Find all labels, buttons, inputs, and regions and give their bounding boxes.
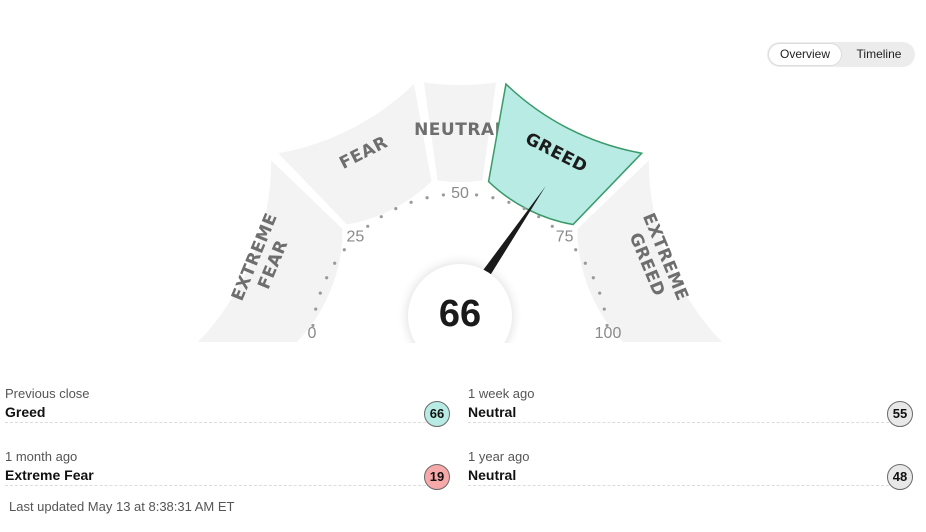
scale-tick-label: 100 — [595, 325, 622, 342]
scale-dot — [605, 323, 609, 328]
gauge-hub — [408, 264, 512, 368]
stat-one-month: 1 month ago Extreme Fear 19 — [5, 449, 450, 495]
scale-dot — [333, 261, 337, 265]
gauge-baseline-mask — [0, 343, 926, 370]
gauge-score: 66 — [439, 293, 481, 335]
scale-dot — [507, 200, 511, 204]
scale-dot — [318, 291, 322, 295]
scale-dot — [583, 261, 587, 265]
scale-dot — [598, 291, 602, 295]
stat-value: Greed — [5, 404, 46, 420]
scale-tick-label: 75 — [556, 229, 574, 246]
divider — [468, 422, 909, 423]
gauge-segment-extreme-fear — [198, 160, 343, 342]
scale-tick-label: 25 — [346, 229, 364, 246]
gauge-needle — [467, 186, 546, 297]
stat-value: Neutral — [468, 404, 517, 420]
scale-dot — [474, 193, 479, 197]
scale-dot — [522, 207, 526, 211]
scale-dot — [311, 323, 315, 328]
scale-dot — [591, 276, 595, 280]
scale-dot — [491, 196, 495, 200]
score-badge: 55 — [887, 401, 913, 427]
score-badge: 19 — [424, 464, 450, 490]
scale-tick-label: 0 — [308, 325, 317, 342]
scale-dot — [394, 207, 398, 211]
scale-dot — [441, 193, 446, 197]
timeline-tab[interactable]: Timeline — [856, 47, 902, 61]
scale-dot — [366, 224, 370, 228]
divider — [468, 485, 909, 486]
gauge-segment-fear — [278, 84, 432, 225]
stat-label: 1 week ago — [468, 386, 535, 401]
scale-dot — [550, 224, 554, 228]
gauge-segment-greed — [487, 82, 644, 226]
stat-value: Neutral — [468, 467, 517, 483]
scale-dot — [425, 196, 429, 200]
score-badge: 48 — [887, 464, 913, 490]
stat-previous-close: Previous close Greed 66 — [5, 386, 450, 432]
stat-one-week: 1 week ago Neutral 55 — [468, 386, 913, 432]
score-badge: 66 — [424, 401, 450, 427]
stat-one-year: 1 year ago Neutral 48 — [468, 449, 913, 495]
stat-label: Previous close — [5, 386, 90, 401]
scale-dot — [574, 248, 578, 252]
divider — [5, 485, 446, 486]
scale-dot — [314, 307, 318, 311]
scale-dot — [325, 276, 329, 280]
last-updated: Last updated May 13 at 8:38:31 AM ET — [9, 499, 235, 514]
scale-dot — [342, 248, 346, 252]
gauge-segment-extreme-greed — [577, 160, 722, 342]
stat-label: 1 month ago — [5, 449, 78, 464]
scale-dot — [602, 307, 606, 311]
stat-value: Extreme Fear — [5, 467, 94, 483]
gauge-segment-neutral — [423, 82, 497, 183]
overview-tab[interactable]: Overview — [769, 44, 841, 65]
scale-dot — [409, 200, 413, 204]
divider — [5, 422, 446, 423]
scale-dot — [379, 215, 383, 219]
scale-dot — [537, 215, 541, 219]
gauge-label-neutral: NEUTRAL — [414, 120, 506, 140]
stat-label: 1 year ago — [468, 449, 530, 464]
view-toggle: Overview Timeline — [767, 42, 915, 67]
scale-tick-label: 50 — [451, 185, 469, 202]
